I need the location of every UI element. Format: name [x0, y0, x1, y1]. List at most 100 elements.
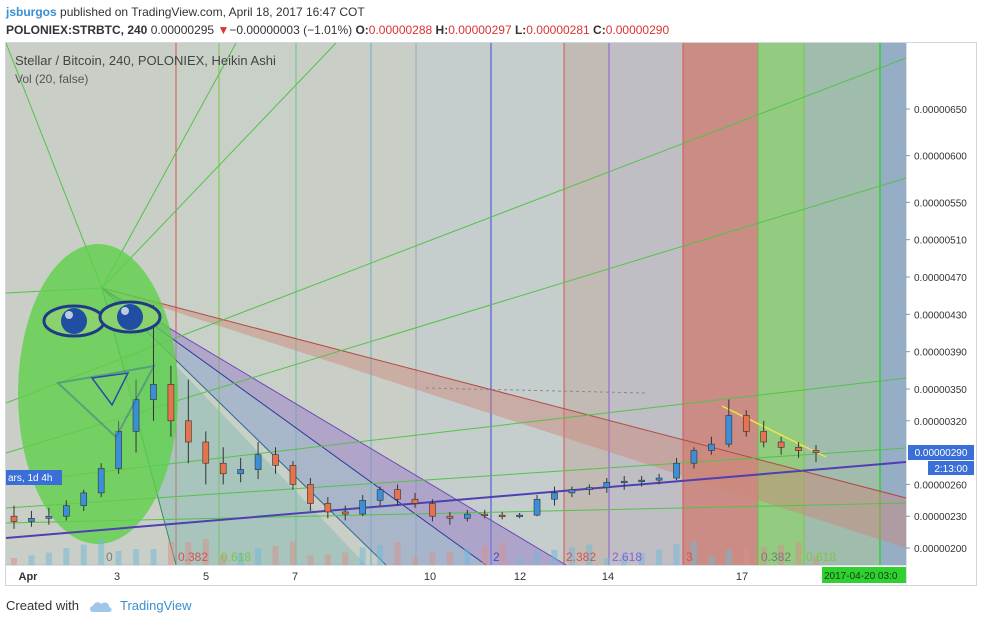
- side-label: ars, 1d 4h: [8, 473, 52, 484]
- candle-body: [481, 513, 489, 516]
- current-price-label: 0.00000290: [915, 448, 968, 459]
- volume-bar: [481, 545, 488, 565]
- candlesticks: [10, 305, 820, 529]
- footer: Created with TradingView: [6, 596, 192, 616]
- candle-body: [533, 498, 541, 516]
- volume-bar: [429, 552, 436, 565]
- volume-bar: [708, 556, 715, 565]
- y-tick-label: 0.00000550: [914, 198, 967, 209]
- x-tick-label: 10: [424, 571, 436, 583]
- volume-bar: [377, 545, 384, 565]
- x-tick-label: 12: [514, 571, 526, 583]
- time-axis-background: [6, 565, 906, 585]
- candle-body: [742, 415, 750, 432]
- candle-body: [341, 511, 349, 515]
- candle-body: [708, 443, 715, 451]
- candle-body: [10, 515, 18, 522]
- volume-bar: [28, 555, 35, 565]
- volume-bar: [133, 549, 140, 565]
- candle-body: [63, 505, 70, 517]
- volume-bar: [324, 554, 331, 565]
- eye-pupil: [117, 304, 143, 330]
- green-trend-line: [6, 447, 907, 509]
- chart-area[interactable]: 0 0.382 0.618 2 2.382 2.618 3 0.382 0.618 0.0000…: [5, 42, 977, 586]
- low-label: L:: [514, 23, 527, 37]
- volume-bar: [603, 558, 610, 565]
- candle-body: [289, 465, 297, 485]
- volume-bar: [638, 552, 645, 565]
- fib-zone-band: [804, 43, 880, 565]
- fib-label: 0: [106, 550, 113, 564]
- volume-bar: [80, 544, 87, 565]
- volume-bar: [464, 548, 471, 565]
- green-trend-line: [101, 43, 237, 289]
- fib-zone-band: [176, 43, 296, 565]
- volume-bar: [813, 556, 819, 565]
- candle-body: [97, 468, 105, 494]
- candle-body: [638, 479, 645, 482]
- volume-bar: [272, 546, 279, 565]
- candle-body: [516, 514, 523, 517]
- price-axis: 0.00000650 0.00000600 0.00000550 0.00000510…: [906, 105, 967, 555]
- author-name[interactable]: jsburgos: [6, 5, 57, 19]
- candle-body: [795, 446, 802, 451]
- symbol-label: POLONIEX:STRBTC, 240: [6, 23, 148, 37]
- candle-body: [568, 489, 576, 494]
- candle-body: [202, 441, 210, 464]
- fan-line: [101, 287, 567, 566]
- close-label: C:: [593, 23, 606, 37]
- current-price-box: [908, 445, 974, 460]
- volume-bar: [220, 555, 227, 565]
- volume-bar: [45, 552, 52, 565]
- down-arrow-icon: ▼: [217, 23, 230, 37]
- candle-body: [655, 477, 663, 481]
- candle-body: [551, 492, 558, 500]
- volume-bar: [11, 558, 17, 565]
- candle-body: [28, 518, 35, 522]
- triangle-drawing: [55, 364, 156, 439]
- green-trend-line: [101, 43, 337, 289]
- candle-body: [115, 431, 122, 469]
- volume-bar: [690, 541, 697, 565]
- volume-bar: [237, 553, 244, 565]
- ohlc-header: POLONIEX:STRBTC, 240 0.00000295 ▼−0.0000…: [6, 22, 669, 38]
- price-chart[interactable]: 0 0.382 0.618 2 2.382 2.618 3 0.382 0.618 0.0000…: [6, 43, 976, 585]
- y-tick-label: 0.00000650: [914, 105, 967, 116]
- green-trend-line: [6, 502, 907, 524]
- cursor-date-box: [822, 567, 906, 583]
- candle-body: [673, 462, 680, 479]
- open-label: O:: [355, 23, 369, 37]
- candle-body: [237, 469, 244, 475]
- yellow-trend-line: [721, 405, 827, 458]
- chart-attribution: jsburgos published on TradingView.com, A…: [6, 4, 365, 20]
- fib-labels: 0 0.382 0.618 2 2.382 2.618 3 0.382 0.618: [106, 550, 836, 564]
- volume-bar: [202, 539, 209, 565]
- fib-label: 2.618: [612, 550, 642, 564]
- x-tick-label: 5: [203, 571, 209, 583]
- fib-label: 0.618: [221, 550, 251, 564]
- volume-bar: [167, 542, 174, 565]
- tradingview-link[interactable]: TradingView: [120, 598, 192, 613]
- volume-bar: [673, 544, 680, 565]
- fib-label: 2.382: [566, 550, 596, 564]
- candle-body: [603, 481, 611, 488]
- countdown-box: [928, 461, 974, 475]
- volume-bar: [307, 555, 314, 565]
- fib-zone-band: [609, 43, 683, 565]
- volume-bar: [656, 549, 663, 565]
- candle-body: [446, 515, 454, 519]
- x-tick-label: 17: [736, 571, 748, 583]
- candle-body: [219, 462, 227, 475]
- candle-body: [690, 450, 698, 464]
- volume-bar: [795, 542, 802, 565]
- fib-zone-band: [880, 43, 906, 565]
- volume-bar: [551, 549, 558, 565]
- open-value: 0.00000288: [368, 23, 433, 37]
- volume-bar: [394, 542, 401, 565]
- volume-bars: [11, 539, 819, 565]
- low-value: 0.00000281: [526, 23, 590, 37]
- fib-label: 0.382: [178, 550, 208, 564]
- y-tick-label: 0.00000320: [914, 417, 967, 428]
- candle-body: [185, 420, 192, 443]
- time-axis: Apr 3 5 7 10 12 14 17: [19, 571, 749, 583]
